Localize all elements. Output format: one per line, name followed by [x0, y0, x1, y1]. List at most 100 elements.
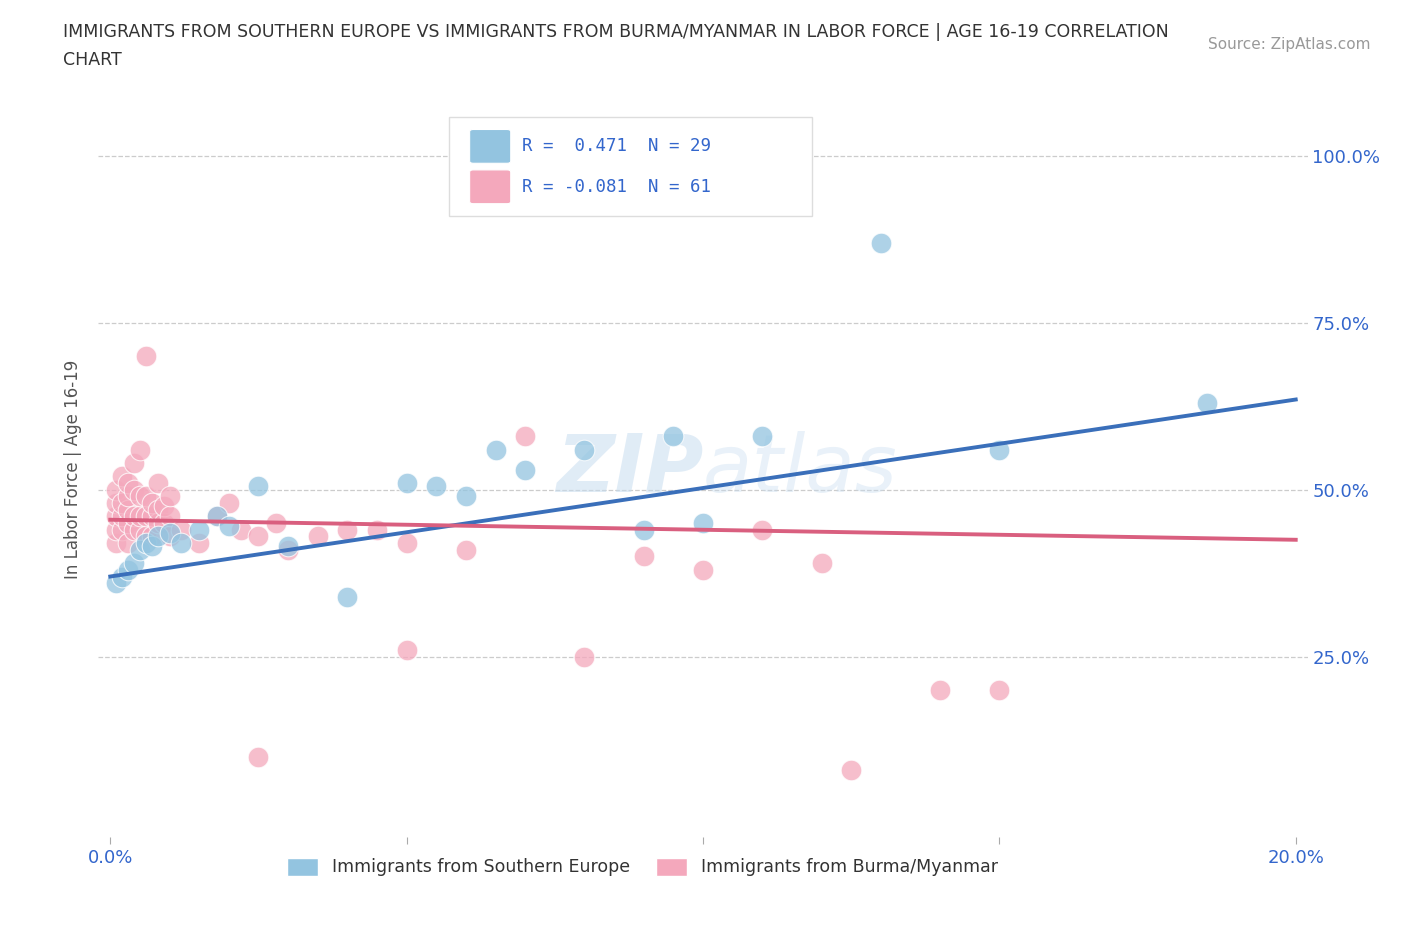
- Point: [395, 643, 418, 658]
- Point: [141, 539, 163, 554]
- Point: [135, 349, 157, 364]
- Point: [515, 429, 537, 444]
- Point: [111, 569, 134, 584]
- Point: [105, 523, 128, 538]
- Point: [135, 536, 157, 551]
- Point: [170, 523, 193, 538]
- Point: [751, 429, 773, 444]
- Point: [662, 429, 685, 444]
- Point: [988, 442, 1011, 457]
- Point: [633, 549, 655, 564]
- Point: [454, 542, 477, 557]
- Point: [751, 523, 773, 538]
- Point: [159, 529, 181, 544]
- Point: [105, 576, 128, 591]
- Point: [218, 496, 240, 511]
- Point: [111, 523, 134, 538]
- Point: [692, 515, 714, 530]
- Point: [111, 496, 134, 511]
- Point: [135, 509, 157, 524]
- Point: [988, 683, 1011, 698]
- Text: Source: ZipAtlas.com: Source: ZipAtlas.com: [1208, 37, 1371, 52]
- Point: [264, 515, 287, 530]
- Point: [869, 235, 891, 250]
- Point: [122, 456, 145, 471]
- FancyBboxPatch shape: [470, 170, 510, 204]
- Point: [395, 475, 418, 490]
- Point: [188, 523, 211, 538]
- Text: ZIP: ZIP: [555, 431, 703, 509]
- Point: [141, 509, 163, 524]
- Text: IMMIGRANTS FROM SOUTHERN EUROPE VS IMMIGRANTS FROM BURMA/MYANMAR IN LABOR FORCE : IMMIGRANTS FROM SOUTHERN EUROPE VS IMMIG…: [63, 23, 1168, 41]
- Point: [247, 750, 270, 764]
- Point: [159, 489, 181, 504]
- Point: [117, 536, 139, 551]
- Point: [395, 536, 418, 551]
- Point: [105, 509, 128, 524]
- Point: [336, 523, 359, 538]
- Point: [129, 542, 152, 557]
- Point: [129, 442, 152, 457]
- Point: [633, 523, 655, 538]
- Y-axis label: In Labor Force | Age 16-19: In Labor Force | Age 16-19: [65, 360, 83, 579]
- Point: [1195, 395, 1218, 410]
- Point: [152, 499, 174, 514]
- Point: [159, 509, 181, 524]
- Point: [146, 529, 169, 544]
- Point: [117, 515, 139, 530]
- Point: [146, 475, 169, 490]
- Point: [247, 529, 270, 544]
- Point: [146, 515, 169, 530]
- Point: [277, 539, 299, 554]
- Point: [159, 525, 181, 540]
- Point: [129, 523, 152, 538]
- Point: [122, 523, 145, 538]
- Point: [425, 479, 447, 494]
- Point: [105, 483, 128, 498]
- Point: [117, 563, 139, 578]
- Point: [205, 509, 228, 524]
- Point: [810, 556, 832, 571]
- FancyBboxPatch shape: [449, 117, 811, 216]
- Point: [366, 523, 388, 538]
- Point: [117, 502, 139, 517]
- Point: [229, 523, 252, 538]
- Point: [484, 442, 506, 457]
- Point: [105, 496, 128, 511]
- Point: [146, 502, 169, 517]
- Point: [135, 489, 157, 504]
- Point: [117, 489, 139, 504]
- Point: [122, 483, 145, 498]
- Point: [122, 509, 145, 524]
- Point: [205, 509, 228, 524]
- Point: [336, 589, 359, 604]
- Point: [141, 529, 163, 544]
- Point: [574, 442, 596, 457]
- Point: [117, 475, 139, 490]
- Point: [111, 509, 134, 524]
- Point: [170, 536, 193, 551]
- Point: [574, 649, 596, 664]
- Point: [247, 479, 270, 494]
- Point: [929, 683, 952, 698]
- Text: CHART: CHART: [63, 51, 122, 69]
- Point: [129, 489, 152, 504]
- Point: [152, 515, 174, 530]
- Text: R = -0.081  N = 61: R = -0.081 N = 61: [522, 178, 710, 196]
- Text: atlas: atlas: [703, 431, 898, 509]
- Point: [122, 556, 145, 571]
- FancyBboxPatch shape: [470, 129, 510, 164]
- Legend: Immigrants from Southern Europe, Immigrants from Burma/Myanmar: Immigrants from Southern Europe, Immigra…: [280, 851, 1005, 884]
- Point: [141, 496, 163, 511]
- Point: [307, 529, 329, 544]
- Point: [111, 469, 134, 484]
- Point: [218, 519, 240, 534]
- Point: [839, 763, 862, 777]
- Point: [515, 462, 537, 477]
- Point: [129, 509, 152, 524]
- Point: [105, 536, 128, 551]
- Point: [277, 542, 299, 557]
- Point: [692, 563, 714, 578]
- Text: R =  0.471  N = 29: R = 0.471 N = 29: [522, 138, 710, 155]
- Point: [135, 529, 157, 544]
